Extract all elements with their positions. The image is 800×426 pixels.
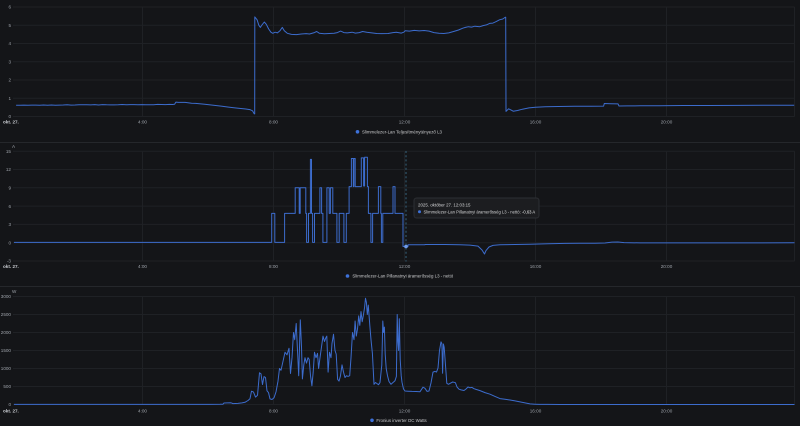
- svg-text:okt. 27.: okt. 27.: [3, 119, 19, 124]
- svg-text:2000: 2000: [1, 330, 12, 335]
- svg-text:8:00: 8:00: [269, 264, 278, 269]
- svg-text:W: W: [12, 289, 17, 294]
- svg-text:4:00: 4:00: [138, 408, 147, 413]
- svg-text:9: 9: [8, 186, 11, 191]
- svg-text:4:00: 4:00: [138, 264, 147, 269]
- svg-text:12: 12: [6, 167, 12, 172]
- svg-text:6: 6: [8, 5, 11, 10]
- svg-text:okt. 27.: okt. 27.: [3, 408, 19, 413]
- svg-text:12:00: 12:00: [399, 264, 411, 269]
- svg-text:500: 500: [3, 384, 11, 389]
- svg-text:0: 0: [8, 114, 11, 119]
- svg-text:15: 15: [6, 149, 12, 154]
- svg-text:5: 5: [8, 23, 11, 28]
- svg-text:Slimmelezer-Lan Pillanatnyi ár: Slimmelezer-Lan Pillanatnyi áramerősség …: [424, 210, 536, 215]
- svg-text:20:00: 20:00: [661, 408, 673, 413]
- svg-text:20:00: 20:00: [661, 119, 673, 124]
- svg-text:3: 3: [8, 60, 11, 65]
- svg-text:3000: 3000: [1, 294, 12, 299]
- svg-text:1000: 1000: [1, 366, 12, 371]
- svg-text:2500: 2500: [1, 312, 12, 317]
- svg-text:Slimmelezer-Lan Teljesítményté: Slimmelezer-Lan Teljesítménytényező L3: [362, 129, 443, 134]
- svg-text:16:00: 16:00: [530, 408, 542, 413]
- svg-text:4: 4: [8, 41, 11, 46]
- svg-text:1500: 1500: [1, 348, 12, 353]
- svg-text:0: 0: [8, 402, 11, 407]
- svg-text:3: 3: [8, 222, 11, 227]
- svg-text:8:00: 8:00: [269, 408, 278, 413]
- svg-text:2: 2: [8, 78, 11, 83]
- svg-text:16:00: 16:00: [530, 119, 542, 124]
- svg-text:12:00: 12:00: [399, 408, 411, 413]
- svg-text:Slimmelezer-Lan Pillanatnyi ár: Slimmelezer-Lan Pillanatnyi áramerősség …: [352, 274, 453, 279]
- svg-text:16:00: 16:00: [530, 264, 542, 269]
- svg-text:8:00: 8:00: [269, 119, 278, 124]
- svg-text:A: A: [12, 144, 16, 149]
- svg-text:okt. 27.: okt. 27.: [3, 264, 19, 269]
- svg-text:Fronius inverter DC Watts: Fronius inverter DC Watts: [376, 418, 427, 423]
- svg-text:12:00: 12:00: [399, 119, 411, 124]
- svg-text:2025. október 27. 12:03:15: 2025. október 27. 12:03:15: [418, 202, 471, 207]
- svg-text:20:00: 20:00: [661, 264, 673, 269]
- svg-text:-3: -3: [7, 259, 12, 264]
- svg-text:0: 0: [8, 240, 11, 245]
- svg-text:4:00: 4:00: [138, 119, 147, 124]
- svg-text:1: 1: [8, 96, 11, 101]
- svg-text:6: 6: [8, 204, 11, 209]
